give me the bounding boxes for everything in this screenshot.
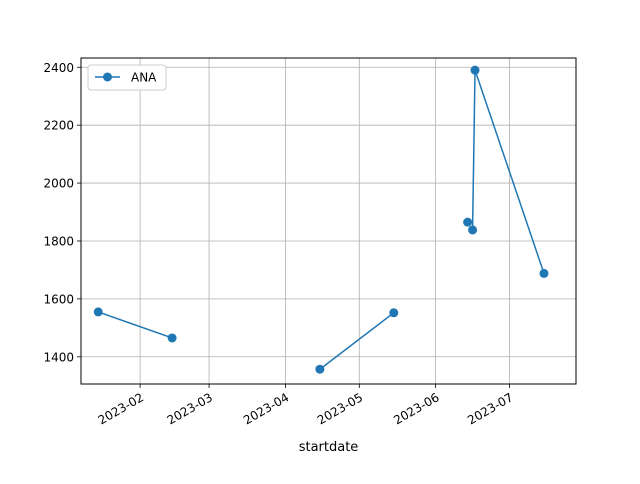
plot-area <box>80 57 577 385</box>
x-axis-label: startdate <box>299 440 359 455</box>
data-point <box>93 307 103 317</box>
y-tick-label: 2200 <box>43 119 74 133</box>
data-point <box>539 268 549 278</box>
data-point <box>315 364 325 374</box>
legend-marker <box>103 72 112 82</box>
data-point <box>389 308 399 318</box>
data-point <box>167 333 177 343</box>
plot-frame <box>80 57 577 385</box>
plot-background <box>81 58 576 384</box>
legend-box <box>87 64 167 91</box>
series-line <box>97 311 173 339</box>
y-tick-label: 1600 <box>43 292 74 306</box>
legend: ANA <box>87 64 167 91</box>
y-tick-label: 1400 <box>43 350 74 364</box>
data-point <box>468 225 478 235</box>
y-axis: 1400 1600 1800 2000 2200 2400 <box>43 61 81 364</box>
y-tick-label: 2000 <box>43 177 74 191</box>
y-tick-label: 2400 <box>43 61 74 75</box>
y-tick-label: 1800 <box>43 234 74 248</box>
data-point <box>463 217 473 227</box>
series-layer <box>93 65 549 374</box>
series-line <box>319 312 395 370</box>
data-point <box>470 65 480 75</box>
legend-label: ANA <box>131 71 157 85</box>
